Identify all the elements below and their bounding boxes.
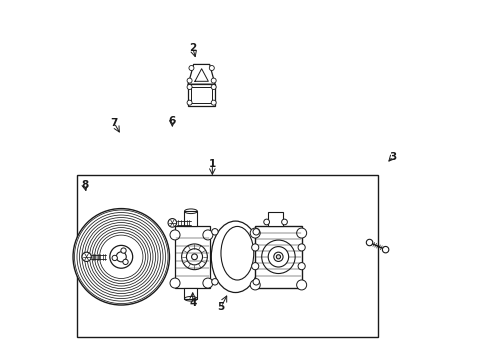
Circle shape (121, 248, 126, 253)
Circle shape (281, 219, 287, 225)
Bar (184, 211, 197, 226)
Text: 5: 5 (217, 302, 224, 312)
Bar (77, 175, 378, 337)
Text: 2: 2 (189, 43, 196, 53)
Circle shape (296, 280, 306, 290)
Text: 7: 7 (110, 118, 118, 128)
Text: 4: 4 (189, 298, 196, 308)
Circle shape (191, 254, 197, 260)
Circle shape (110, 246, 132, 268)
Circle shape (298, 244, 305, 251)
Circle shape (263, 219, 269, 225)
Polygon shape (195, 69, 208, 81)
Circle shape (251, 244, 258, 251)
Circle shape (211, 85, 216, 90)
Circle shape (250, 280, 260, 290)
Text: 1: 1 (208, 159, 216, 169)
Circle shape (296, 228, 306, 238)
Circle shape (252, 229, 259, 235)
Bar (184, 288, 197, 299)
Circle shape (251, 262, 258, 270)
Circle shape (112, 255, 117, 261)
Circle shape (268, 247, 288, 267)
Circle shape (211, 229, 218, 235)
Text: 8: 8 (81, 180, 88, 190)
Circle shape (211, 78, 216, 83)
Circle shape (73, 208, 169, 305)
Circle shape (276, 255, 280, 259)
Circle shape (382, 247, 388, 253)
Text: 6: 6 (168, 116, 176, 126)
Bar (188, 84, 215, 105)
Circle shape (168, 219, 176, 227)
Circle shape (170, 230, 180, 240)
Circle shape (250, 228, 260, 238)
Circle shape (203, 278, 212, 288)
Circle shape (187, 100, 192, 105)
Bar (255, 226, 301, 288)
Circle shape (82, 252, 91, 261)
Circle shape (187, 85, 192, 90)
Bar (268, 212, 282, 226)
Polygon shape (188, 64, 215, 84)
Text: 3: 3 (388, 152, 396, 162)
Bar (191, 87, 212, 103)
Circle shape (273, 252, 283, 261)
Circle shape (211, 100, 216, 105)
Circle shape (181, 244, 207, 270)
Circle shape (209, 66, 214, 71)
Ellipse shape (211, 221, 259, 293)
Circle shape (366, 239, 372, 246)
Circle shape (170, 278, 180, 288)
Bar (175, 226, 210, 288)
Circle shape (188, 66, 194, 71)
Circle shape (122, 259, 128, 265)
Circle shape (203, 230, 212, 240)
Circle shape (261, 240, 295, 274)
Circle shape (211, 279, 218, 285)
Circle shape (116, 252, 126, 262)
Circle shape (187, 78, 192, 83)
Circle shape (298, 262, 305, 270)
Circle shape (252, 279, 259, 285)
